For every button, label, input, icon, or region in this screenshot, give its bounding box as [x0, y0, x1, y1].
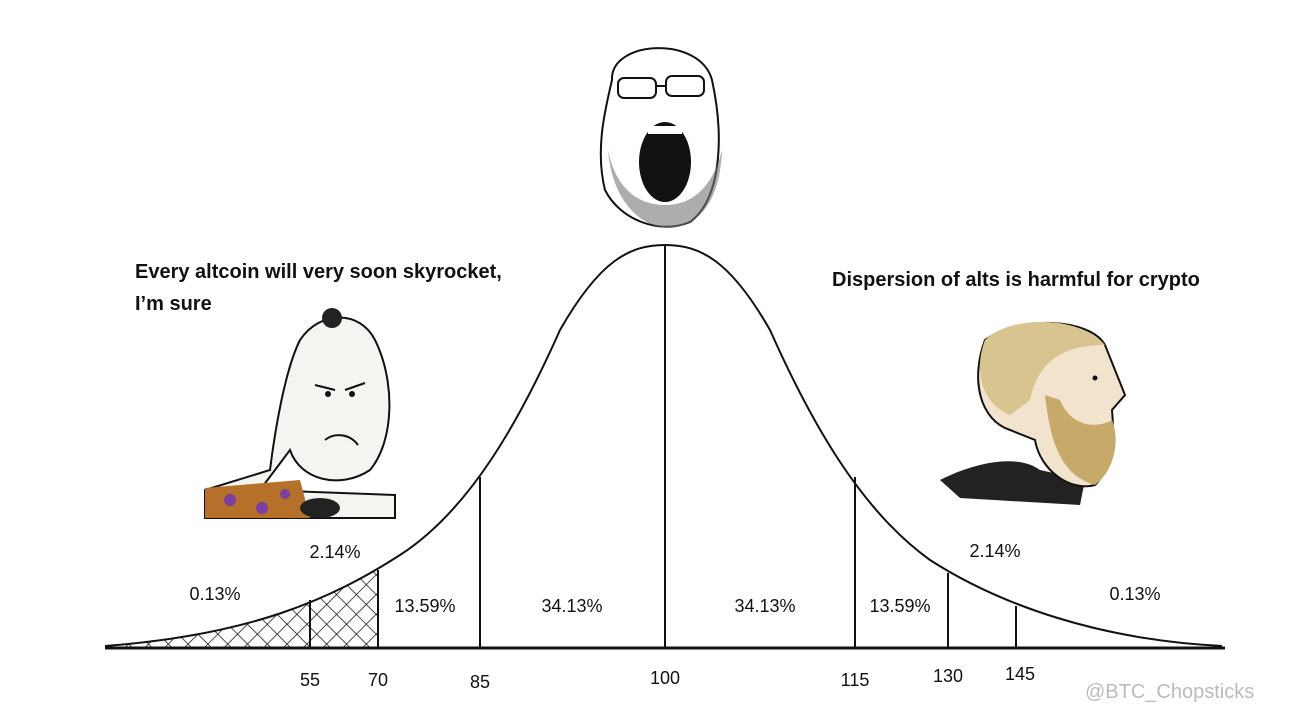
region-label: 13.59% [869, 596, 930, 616]
axis-label: 100 [650, 668, 680, 688]
axis-label: 85 [470, 672, 490, 692]
left-caption: I’m sure [135, 293, 212, 315]
axis-label: 70 [368, 670, 388, 690]
hatched-tail [105, 568, 378, 648]
dividers [309, 245, 1017, 648]
soyjak-face [599, 47, 722, 228]
right-caption: Dispersion of alts is harmful for crypto [832, 269, 1200, 291]
region-label: 2.14% [309, 542, 360, 562]
left-caption: Every altcoin will very soon skyrocket, [135, 261, 502, 283]
axis-label: 115 [841, 670, 870, 690]
axis-label: 145 [1005, 664, 1035, 684]
region-label: 0.13% [189, 584, 240, 604]
axis-label: 55 [300, 670, 320, 690]
axis-label: 130 [933, 666, 963, 686]
region-label: 34.13% [734, 596, 795, 616]
region-label: 2.14% [969, 541, 1020, 561]
caveman-face [204, 308, 396, 519]
watermark: @BTC_Chopsticks [1085, 681, 1254, 703]
region-label: 0.13% [1109, 584, 1160, 604]
region-label: 13.59% [394, 596, 455, 616]
chad-face [940, 321, 1127, 505]
region-label: 34.13% [541, 596, 602, 616]
